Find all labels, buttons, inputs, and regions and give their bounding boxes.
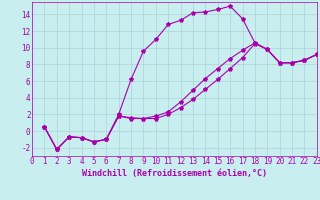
X-axis label: Windchill (Refroidissement éolien,°C): Windchill (Refroidissement éolien,°C) bbox=[82, 169, 267, 178]
